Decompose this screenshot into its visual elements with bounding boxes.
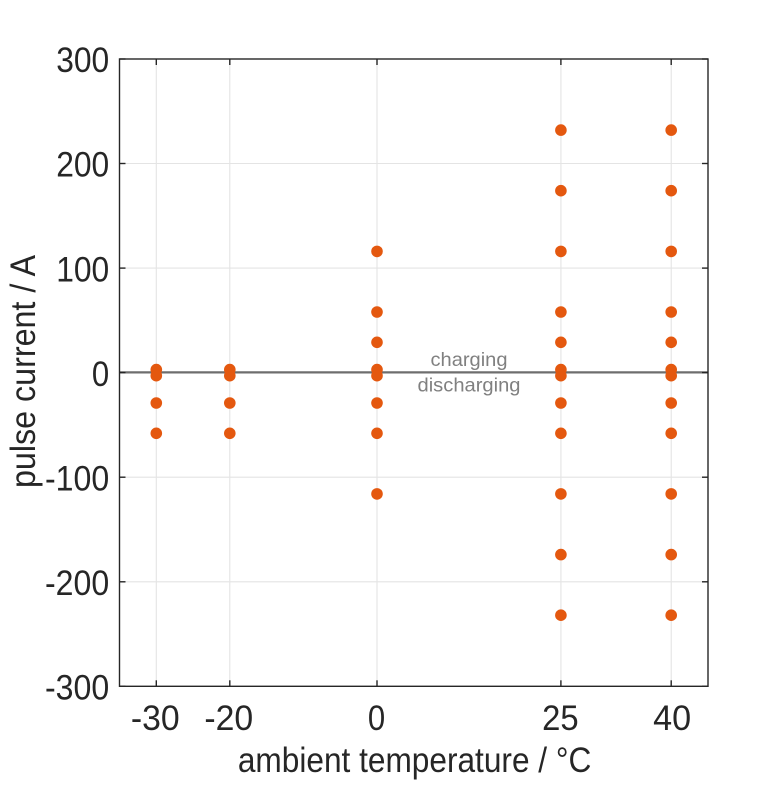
svg-text:-30: -30 — [131, 699, 180, 738]
svg-text:-100: -100 — [45, 459, 109, 498]
svg-text:0: 0 — [368, 699, 385, 738]
svg-text:0: 0 — [92, 355, 109, 394]
svg-text:-200: -200 — [45, 564, 109, 603]
svg-text:-20: -20 — [204, 699, 253, 738]
svg-text:200: 200 — [56, 146, 109, 185]
svg-text:100: 100 — [56, 250, 109, 289]
svg-text:-300: -300 — [45, 669, 109, 708]
svg-text:25: 25 — [542, 699, 579, 738]
svg-text:300: 300 — [56, 41, 109, 80]
svg-text:discharging: discharging — [418, 375, 521, 397]
svg-text:charging: charging — [431, 349, 508, 371]
svg-text:40: 40 — [653, 699, 691, 738]
svg-text:ambient temperature / °C: ambient temperature / °C — [238, 741, 592, 780]
svg-text:pulse current / A: pulse current / A — [4, 254, 43, 488]
